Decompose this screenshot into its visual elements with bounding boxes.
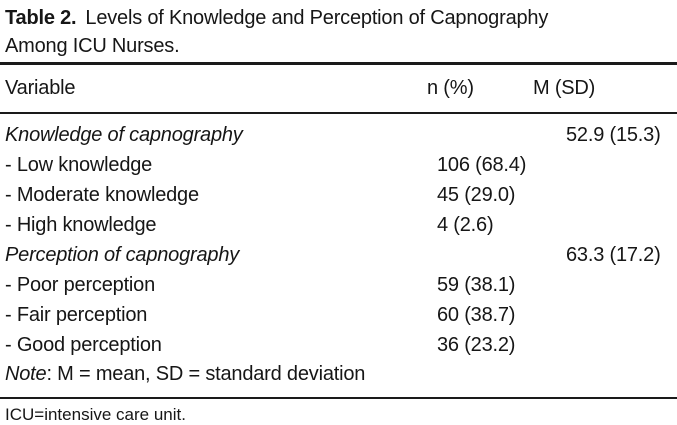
row-n-value [427,120,533,150]
row-n-value: 60 (38.7) [437,304,516,326]
table-row: Knowledge of capnography 52.9 (15.3) [0,120,677,150]
row-msd-value [533,270,675,300]
row-n-value [427,240,533,270]
table-number: Table 2. [5,7,77,29]
row-n-value: 36 (23.2) [437,334,516,356]
column-header-m-sd: M (SD) [533,77,596,99]
table-row: - Fair perception 60 (38.7) [0,300,677,330]
row-label: Knowledge of capnography [5,124,243,146]
table-row: - Poor perception 59 (38.1) [0,270,677,300]
table-body: Knowledge of capnography 52.9 (15.3) - L… [0,114,677,360]
row-label: - Good perception [5,334,162,356]
bottom-rule [0,397,677,399]
row-label: Perception of capnography [5,244,240,266]
row-n-value: 4 (2.6) [437,214,494,236]
row-msd-value: 52.9 (15.3) [566,124,661,146]
note-prefix: Note [5,363,47,385]
row-msd-value [533,180,675,210]
table-row: - High knowledge 4 (2.6) [0,210,677,240]
column-header-variable: Variable [5,77,76,99]
abbreviation-footnote: ICU=intensive care unit. [5,405,186,424]
table-caption-line1: Levels of Knowledge and Perception of Ca… [85,7,549,29]
row-msd-value [533,150,675,180]
row-label: - Moderate knowledge [5,184,199,206]
table-row: - Low knowledge 106 (68.4) [0,150,677,180]
top-rule [0,62,677,65]
table-caption-line2: Among ICU Nurses. [5,35,180,57]
header-rule [0,112,677,114]
table-row: - Good perception 36 (23.2) [0,330,677,360]
column-header-n-percent: n (%) [427,77,474,99]
table-caption: Table 2. Levels of Knowledge and Percepti… [0,0,677,60]
table-row: - Moderate knowledge 45 (29.0) [0,180,677,210]
note-text: : M = mean, SD = standard deviation [46,363,366,385]
row-label: - Poor perception [5,274,156,296]
row-n-value: 59 (38.1) [437,274,516,296]
table-header-row: Variable n (%) M (SD) [0,65,677,112]
table-row: Perception of capnography 63.3 (17.2) [0,240,677,270]
row-msd-value: 63.3 (17.2) [566,244,661,266]
row-msd-value [533,210,675,240]
row-n-value: 45 (29.0) [437,184,516,206]
row-msd-value [533,300,675,330]
row-msd-value [533,330,675,360]
row-label: - Low knowledge [5,154,153,176]
table-note: Note: M = mean, SD = standard deviation [0,360,677,388]
row-label: - High knowledge [5,214,157,236]
row-n-value: 106 (68.4) [437,154,527,176]
row-label: - Fair perception [5,304,148,326]
